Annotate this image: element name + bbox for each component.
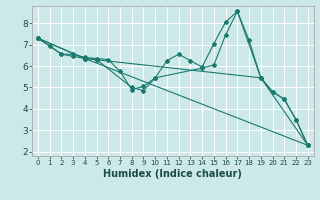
X-axis label: Humidex (Indice chaleur): Humidex (Indice chaleur) [103, 169, 242, 179]
